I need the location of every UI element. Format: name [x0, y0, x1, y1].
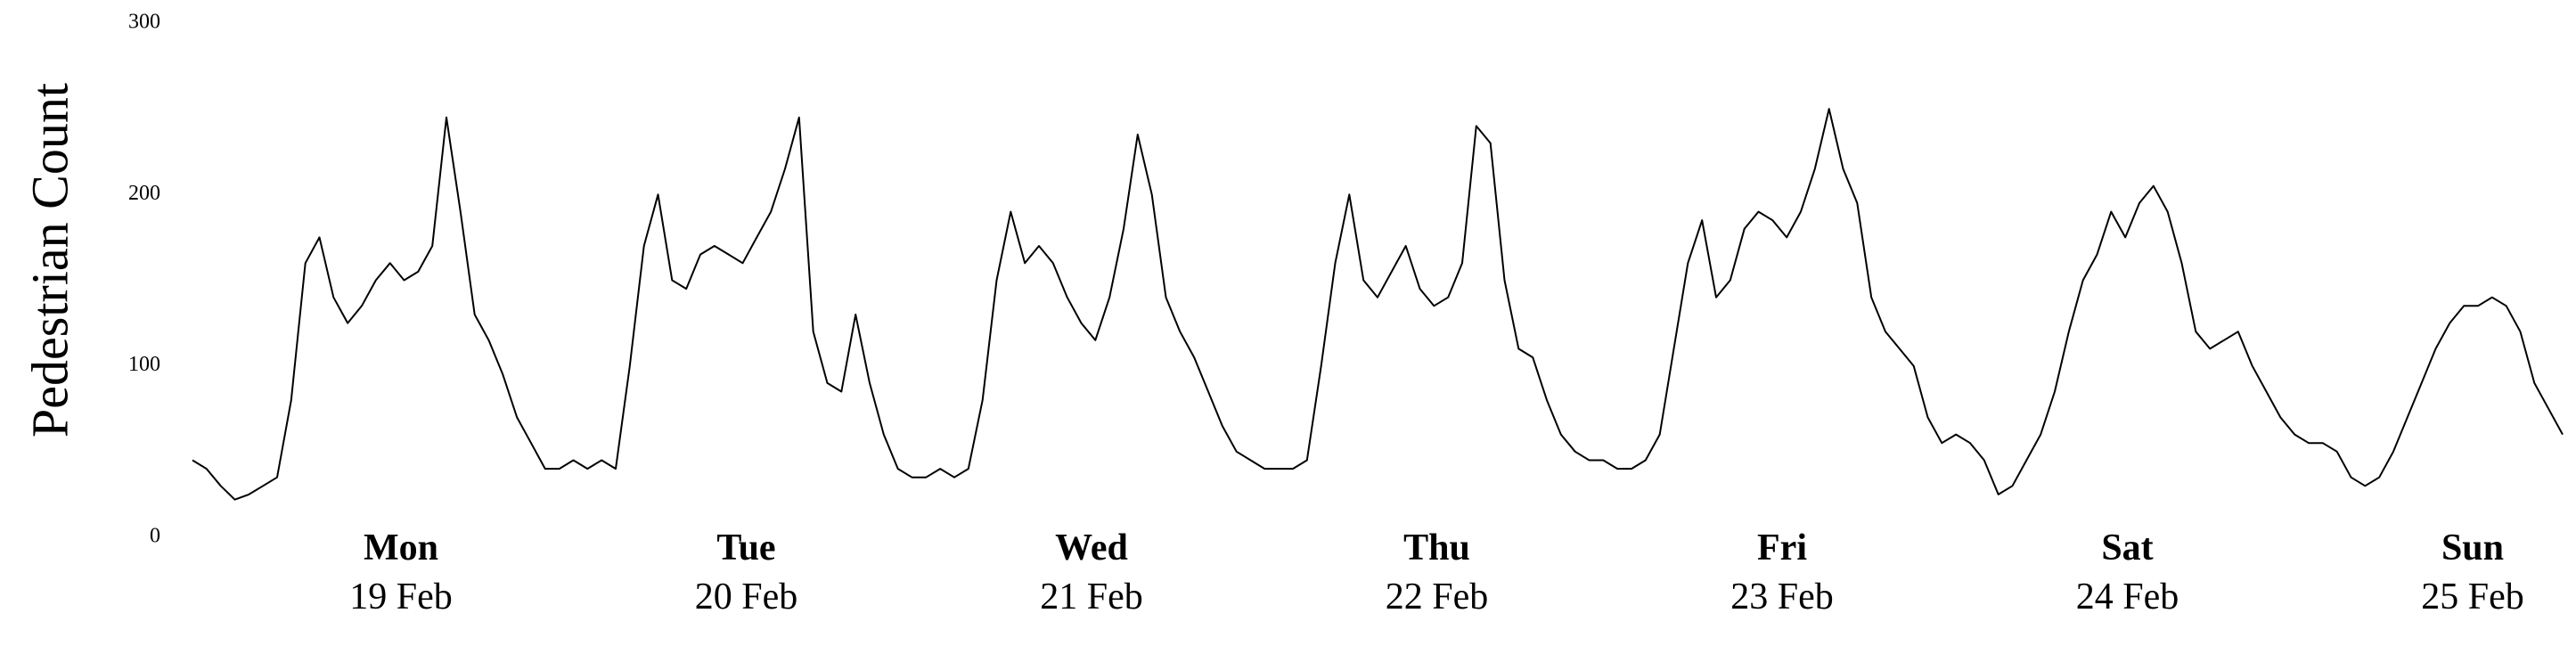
x-tick-date: 24 Feb — [2076, 576, 2179, 617]
y-tick-label: 100 — [128, 353, 160, 376]
x-tick-date: 20 Feb — [695, 576, 798, 617]
x-tick-date: 19 Feb — [349, 576, 453, 617]
x-tick-date: 23 Feb — [1730, 576, 1834, 617]
x-tick-day: Thu — [1403, 527, 1470, 568]
x-tick-date: 21 Feb — [1040, 576, 1143, 617]
x-tick-day: Fri — [1757, 527, 1807, 568]
x-tick-date: 22 Feb — [1386, 576, 1489, 617]
x-tick-day: Sun — [2441, 527, 2504, 568]
x-tick-day: Tue — [716, 527, 775, 568]
data-line — [192, 108, 2564, 501]
y-tick-label: 0 — [150, 525, 160, 548]
x-tick-day: Sat — [2101, 527, 2153, 568]
x-tick-date: 25 Feb — [2421, 576, 2524, 617]
x-tick-day: Mon — [364, 527, 438, 568]
y-axis-label: Pedestrian Count — [20, 83, 78, 437]
y-tick-label: 200 — [128, 182, 160, 205]
y-tick-label: 300 — [128, 11, 160, 34]
x-tick-day: Wed — [1055, 527, 1128, 568]
